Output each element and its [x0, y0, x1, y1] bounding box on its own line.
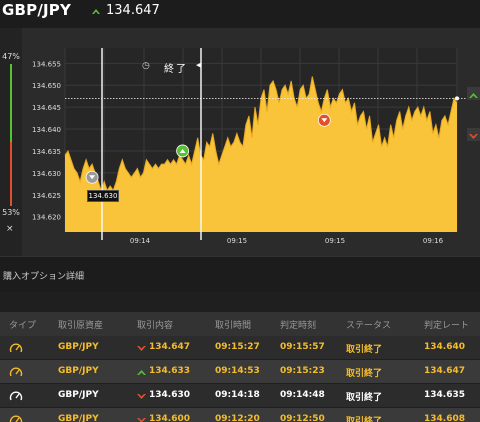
cell-rate: 134.633 [149, 366, 190, 376]
gauge-icon [9, 415, 23, 422]
header-trade-time: 取引時間 [215, 321, 252, 331]
cell-asset: GBP/JPY [58, 342, 99, 352]
gauge-icon [9, 367, 23, 377]
down-arrow-icon [469, 134, 478, 139]
countdown-label: ◷ 終了 [138, 58, 200, 75]
call-button[interactable] [467, 87, 480, 100]
close-icon[interactable]: × [6, 224, 14, 234]
cell-trade-time: 09:14:18 [215, 390, 260, 400]
y-tick-label: 134.645 [32, 104, 61, 112]
cell-rate: 134.647 [149, 342, 190, 352]
price-up-arrow-icon [92, 9, 100, 14]
cell-judge-time: 09:15:23 [280, 366, 325, 376]
y-tick-label: 134.650 [32, 82, 61, 90]
cell-result-rate: 134.640 [424, 342, 465, 352]
trade-marker-arrow-icon [179, 148, 186, 153]
cell-trade-time: 09:12:20 [215, 414, 260, 422]
cell-status: 取引終了 [346, 393, 383, 403]
y-tick-label: 134.620 [32, 214, 61, 222]
countdown-text: 終了 [164, 64, 188, 75]
cell-judge-time: 09:14:48 [280, 390, 325, 400]
table-row[interactable]: GBP/JPY 134.633 09:14:53 09:15:23 取引終了 1… [0, 360, 480, 384]
cell-rate: 134.630 [149, 390, 190, 400]
header-status: ステータス [346, 321, 392, 331]
x-tick-label: 09:15 [325, 237, 345, 245]
y-tick-label: 134.640 [32, 126, 61, 134]
table-header: タイプ 取引原資産 取引内容 取引時間 判定時刻 ステータス 判定レート [0, 312, 480, 336]
header-judge-time: 判定時刻 [280, 321, 317, 331]
down-arrow-icon [137, 346, 146, 351]
cell-rate: 134.600 [149, 414, 190, 422]
table-row[interactable]: GBP/JPY 134.630 09:14:18 09:14:48 取引終了 1… [0, 384, 480, 408]
cell-asset: GBP/JPY [58, 366, 99, 376]
price-tooltip: 134.630 [87, 190, 119, 202]
gauge-icon [9, 391, 23, 401]
up-percent: 47% [2, 52, 20, 61]
header-result-rate: 判定レート [424, 321, 470, 331]
down-ratio-bar [10, 142, 12, 206]
table-row[interactable]: GBP/JPY 134.647 09:15:27 09:15:57 取引終了 1… [0, 336, 480, 360]
down-arrow-icon [137, 418, 146, 422]
y-tick-label: 134.655 [32, 60, 61, 68]
header-type: タイプ [9, 321, 37, 331]
down-arrow-icon [137, 394, 146, 399]
cell-result-rate: 134.647 [424, 366, 465, 376]
up-arrow-icon [469, 93, 478, 98]
price-area-series [65, 76, 457, 232]
pair-title[interactable]: GBP/JPY [2, 1, 72, 19]
options-header-bar [0, 256, 480, 292]
x-tick-label: 09:16 [423, 237, 444, 245]
header-content: 取引内容 [137, 321, 174, 331]
clock-icon: ◷ [142, 61, 150, 71]
cell-result-rate: 134.635 [424, 390, 465, 400]
header-asset: 取引原資産 [58, 321, 104, 331]
up-arrow-icon [137, 370, 146, 375]
table-row[interactable]: GBP/JPY 134.600 09:12:20 09:12:50 取引終了 1… [0, 408, 480, 422]
gauge-icon [9, 343, 23, 353]
cell-status: 取引終了 [346, 417, 383, 422]
x-tick-label: 09:15 [227, 237, 247, 245]
cell-trade-time: 09:15:27 [215, 342, 260, 352]
cell-asset: GBP/JPY [58, 414, 99, 422]
options-table: タイプ 取引原資産 取引内容 取引時間 判定時刻 ステータス 判定レート GBP… [0, 312, 480, 422]
cell-judge-time: 09:15:57 [280, 342, 325, 352]
table-body: GBP/JPY 134.647 09:15:27 09:15:57 取引終了 1… [0, 336, 480, 422]
up-ratio-bar [10, 64, 12, 142]
price-chart[interactable]: 134.620 134.625 134.630 134.635 134.640 134.6… [22, 28, 480, 256]
cell-result-rate: 134.608 [424, 414, 465, 422]
current-price: 134.647 [106, 3, 160, 18]
put-button[interactable] [467, 128, 480, 141]
cell-status: 取引終了 [346, 369, 383, 379]
top-bar [0, 0, 480, 28]
options-section-title: 購入オプション詳細 [3, 272, 85, 282]
current-price-dot [455, 96, 459, 101]
y-tick-label: 134.635 [32, 148, 61, 156]
down-percent: 53% [2, 208, 20, 217]
cell-asset: GBP/JPY [58, 390, 99, 400]
cell-status: 取引終了 [346, 345, 383, 355]
cell-judge-time: 09:12:50 [280, 414, 325, 422]
countdown-arrow-icon: ◀ [196, 61, 202, 69]
side-panel: 47% 53% × [0, 28, 22, 256]
x-tick-label: 09:14 [130, 237, 151, 245]
trade-marker-arrow-icon [321, 118, 328, 123]
cell-trade-time: 09:14:53 [215, 366, 260, 376]
y-tick-label: 134.630 [32, 170, 61, 178]
trade-marker-arrow-icon [89, 175, 96, 180]
y-tick-label: 134.625 [32, 192, 61, 200]
